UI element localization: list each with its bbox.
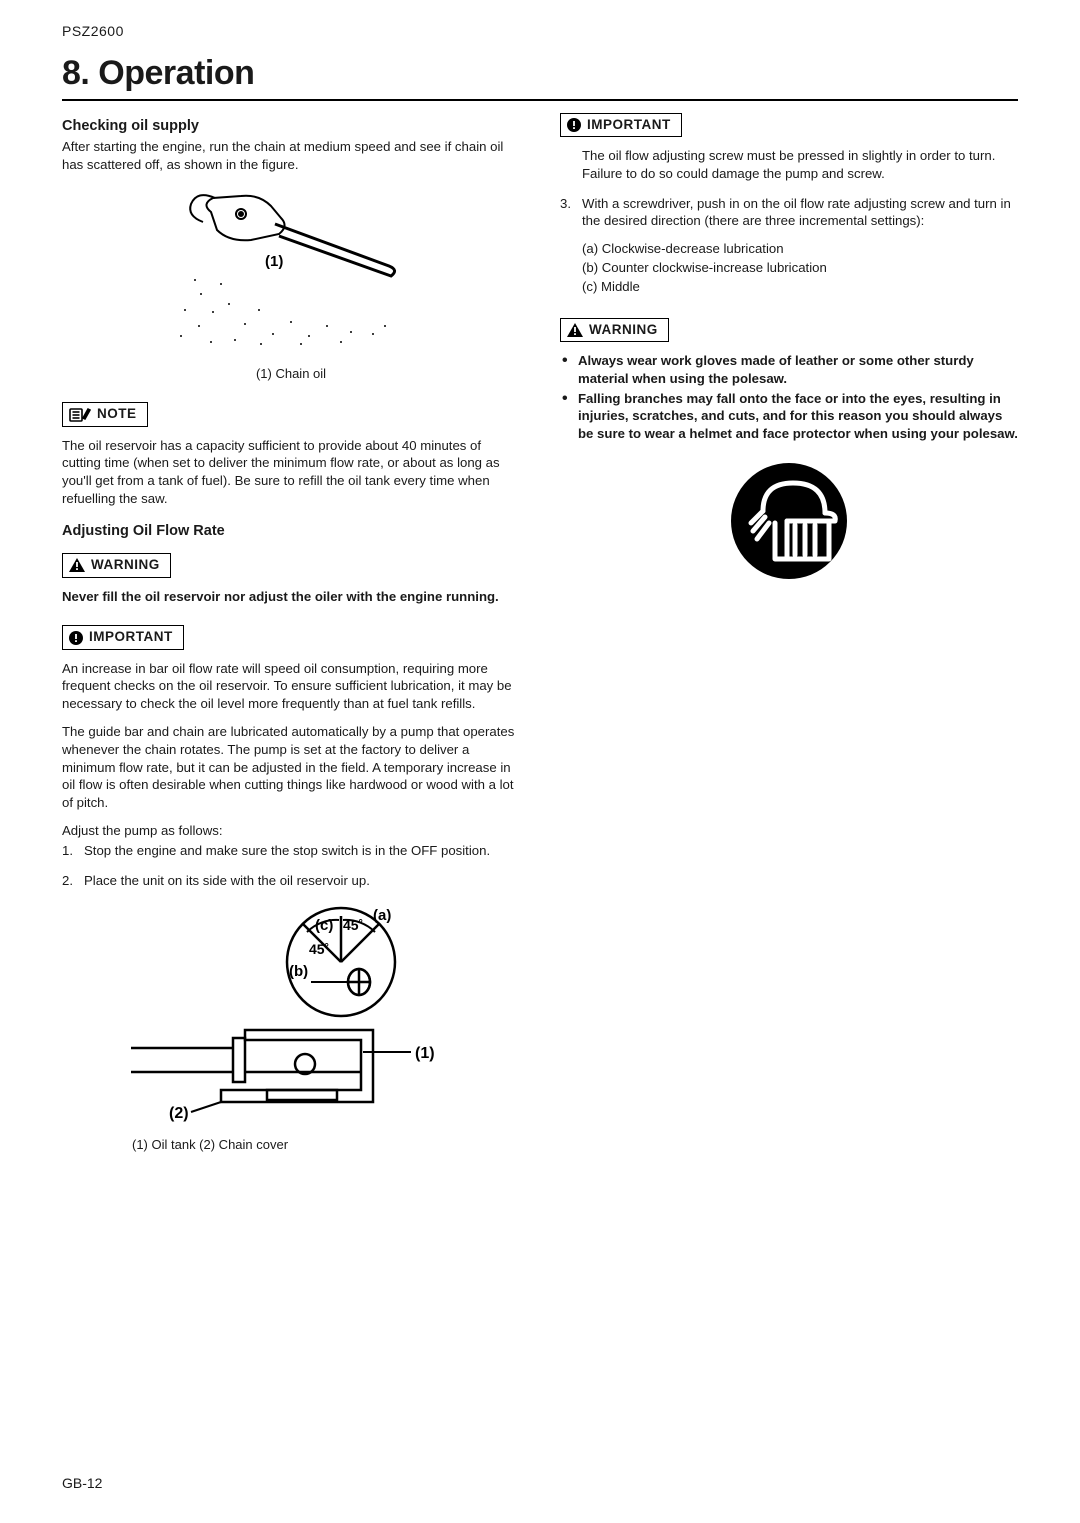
- warning-label-right: WARNING: [589, 321, 658, 339]
- warning-icon: [567, 323, 583, 337]
- main-columns: Checking oil supply After starting the e…: [62, 113, 1018, 1164]
- para-checking-oil: After starting the engine, run the chain…: [62, 138, 520, 174]
- heading-adjusting-flow: Adjusting Oil Flow Rate: [62, 522, 520, 542]
- adjust-step3-list: With a screwdriver, push in on the oil f…: [560, 195, 1018, 296]
- fig2-label-1: (1): [415, 1045, 435, 1062]
- helmet-figure: [560, 461, 1018, 586]
- step-1: Stop the engine and make sure the stop s…: [62, 842, 520, 860]
- important-callout-right: IMPORTANT: [560, 113, 682, 137]
- fig2-caption: (1) Oil tank (2) Chain cover: [62, 1136, 520, 1154]
- model-number: PSZ2600: [62, 22, 1018, 41]
- bullet-helmet: Falling branches may fall onto the face …: [560, 390, 1018, 443]
- warning-label-left: WARNING: [91, 556, 160, 574]
- warning-callout-left: WARNING: [62, 553, 171, 577]
- para-guide-bar: The guide bar and chain are lubricated a…: [62, 723, 520, 812]
- heading-checking-oil: Checking oil supply: [62, 117, 520, 137]
- direction-options: (a) Clockwise-decrease lubrication (b) C…: [582, 240, 1018, 295]
- step-3: With a screwdriver, push in on the oil f…: [560, 195, 1018, 296]
- important-callout-left: IMPORTANT: [62, 625, 184, 649]
- note-icon: [69, 406, 91, 422]
- important-icon: [567, 118, 581, 132]
- bullet-gloves: Always wear work gloves made of leather …: [560, 352, 1018, 388]
- helmet-icon: [729, 461, 849, 581]
- fig2-label-a: (a): [373, 907, 391, 924]
- fig1-label-1: (1): [265, 253, 283, 270]
- page-title: 8. Operation: [62, 51, 1018, 101]
- chainsaw-oil-illustration: (1): [141, 184, 441, 354]
- note-label: NOTE: [97, 405, 137, 423]
- oil-tank-illustration: (a) 45˚ (c) 45˚ (b) (1) (: [111, 902, 471, 1122]
- para-note-reservoir: The oil reservoir has a capacity suffici…: [62, 437, 520, 508]
- adjust-steps-list: Stop the engine and make sure the stop s…: [62, 842, 520, 890]
- option-c: (c) Middle: [582, 278, 1018, 296]
- option-a: (a) Clockwise-decrease lubrication: [582, 240, 1018, 258]
- warning-callout-right: WARNING: [560, 318, 669, 342]
- para-adjust-lead: Adjust the pump as follows:: [62, 822, 520, 840]
- step-2: Place the unit on its side with the oil …: [62, 872, 520, 890]
- figure-oil-tank: (a) 45˚ (c) 45˚ (b) (1) (: [62, 902, 520, 1154]
- step-3-lead: With a screwdriver, push in on the oil f…: [582, 196, 1011, 229]
- para-warning-left: Never fill the oil reservoir nor adjust …: [62, 588, 520, 606]
- left-column: Checking oil supply After starting the e…: [62, 113, 520, 1164]
- fig2-label-2: (2): [169, 1105, 189, 1122]
- option-b: (b) Counter clockwise-increase lubricati…: [582, 259, 1018, 277]
- fig1-caption: (1) Chain oil: [62, 365, 520, 383]
- right-column: IMPORTANT The oil flow adjusting screw m…: [560, 113, 1018, 1164]
- fig2-label-c: (c): [315, 917, 333, 934]
- fig2-ang-1: 45˚: [343, 917, 363, 933]
- warning-bullets: Always wear work gloves made of leather …: [560, 352, 1018, 443]
- figure-chain-oil: (1) (1) Chain oil: [62, 184, 520, 382]
- important-label-right: IMPORTANT: [587, 116, 671, 134]
- page-footer: GB-12: [62, 1474, 102, 1493]
- fig2-ang-2: 45˚: [309, 941, 329, 957]
- para-important-left: An increase in bar oil flow rate will sp…: [62, 660, 520, 713]
- important-icon: [69, 631, 83, 645]
- note-callout: NOTE: [62, 402, 148, 426]
- fig2-label-b: (b): [289, 963, 308, 980]
- para-important-right: The oil flow adjusting screw must be pre…: [582, 147, 1018, 183]
- warning-icon: [69, 558, 85, 572]
- important-label-left: IMPORTANT: [89, 628, 173, 646]
